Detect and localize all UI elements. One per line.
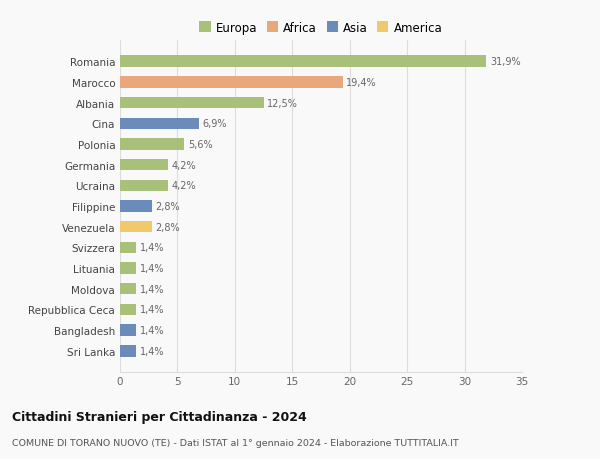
Bar: [120, 139, 184, 150]
Bar: [120, 242, 136, 253]
Bar: [120, 201, 152, 212]
Text: 1,4%: 1,4%: [140, 263, 164, 274]
Text: 1,4%: 1,4%: [140, 284, 164, 294]
Text: 19,4%: 19,4%: [346, 78, 377, 88]
Bar: [120, 160, 168, 171]
Bar: [120, 263, 136, 274]
Text: 4,2%: 4,2%: [172, 160, 196, 170]
Legend: Europa, Africa, Asia, America: Europa, Africa, Asia, America: [194, 17, 448, 40]
Text: 1,4%: 1,4%: [140, 305, 164, 315]
Text: COMUNE DI TORANO NUOVO (TE) - Dati ISTAT al 1° gennaio 2024 - Elaborazione TUTTI: COMUNE DI TORANO NUOVO (TE) - Dati ISTAT…: [12, 438, 459, 447]
Bar: [120, 304, 136, 315]
Bar: [120, 98, 263, 109]
Text: 2,8%: 2,8%: [155, 222, 180, 232]
Text: 12,5%: 12,5%: [267, 98, 298, 108]
Text: 6,9%: 6,9%: [203, 119, 227, 129]
Text: 5,6%: 5,6%: [188, 140, 212, 150]
Bar: [120, 325, 136, 336]
Bar: [120, 56, 487, 67]
Bar: [120, 180, 168, 191]
Bar: [120, 284, 136, 295]
Bar: [120, 222, 152, 233]
Text: Cittadini Stranieri per Cittadinanza - 2024: Cittadini Stranieri per Cittadinanza - 2…: [12, 410, 307, 423]
Bar: [120, 346, 136, 357]
Text: 1,4%: 1,4%: [140, 325, 164, 336]
Text: 4,2%: 4,2%: [172, 181, 196, 191]
Text: 2,8%: 2,8%: [155, 202, 180, 212]
Text: 1,4%: 1,4%: [140, 346, 164, 356]
Text: 31,9%: 31,9%: [490, 57, 520, 67]
Bar: [120, 77, 343, 88]
Bar: [120, 118, 199, 129]
Text: 1,4%: 1,4%: [140, 243, 164, 253]
